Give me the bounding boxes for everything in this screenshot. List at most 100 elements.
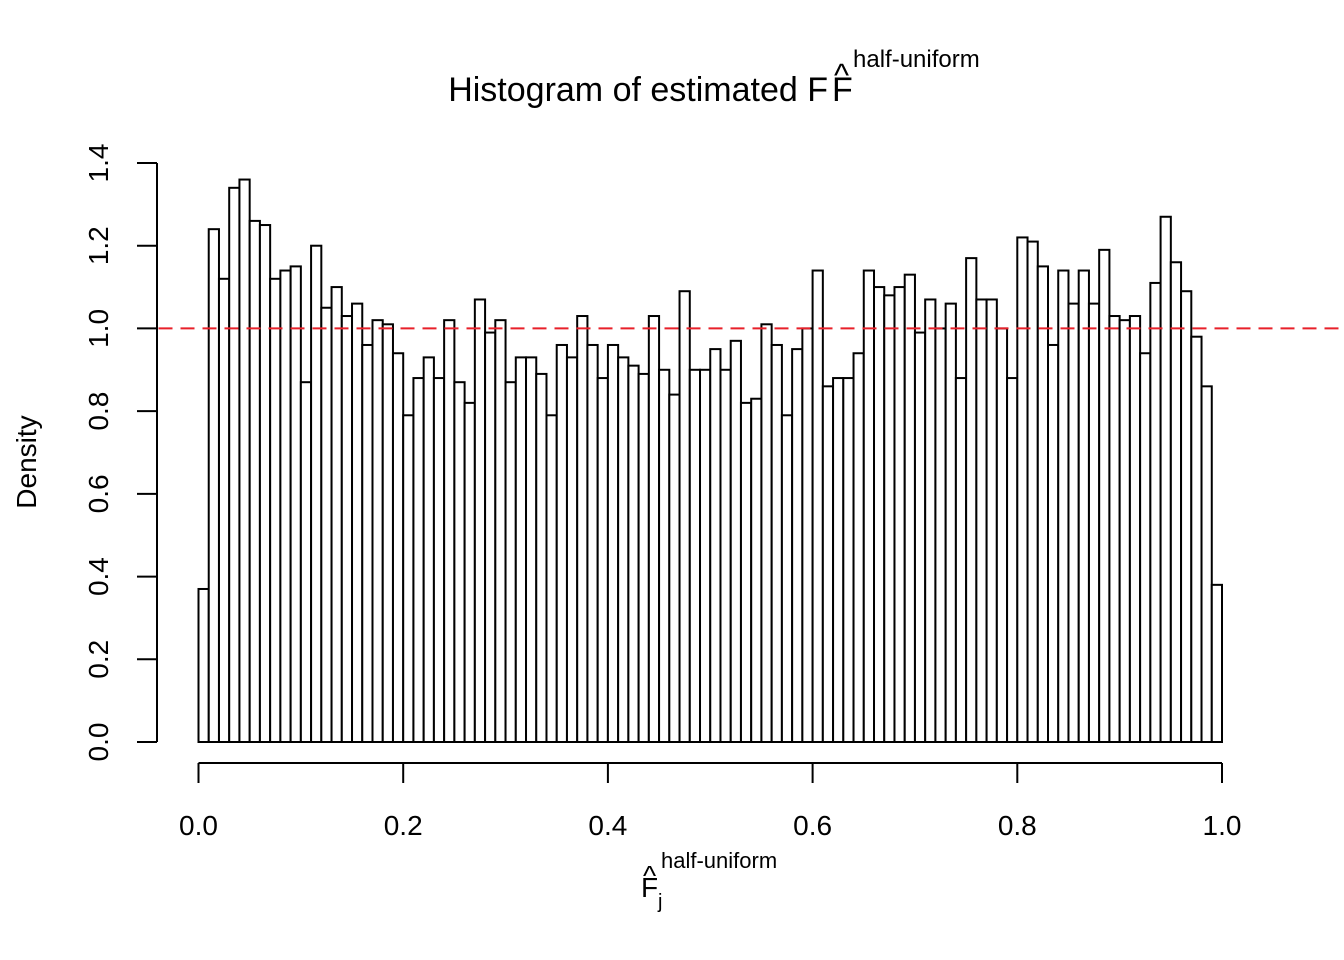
histogram-bar [965,257,978,743]
y-tick-label: 0.6 [83,474,114,513]
histogram-bar [647,315,661,743]
histogram-bar [985,298,998,743]
histogram-bar [1098,248,1111,743]
histogram-bar [197,587,210,743]
histogram-bar [1108,315,1121,743]
histogram-bar [1057,269,1070,743]
histogram-bar [606,343,620,743]
histogram-bar [299,381,313,743]
histogram-bar [330,286,343,743]
y-tick-label: 1.0 [83,309,114,348]
histogram-bar [893,286,906,743]
histogram-bar [381,323,394,743]
histogram-bar [873,286,886,743]
histogram-bar [1118,319,1131,743]
chart-title-text: Histogram of estimated F [448,71,828,109]
histogram-bar [699,368,712,743]
histogram-bar [586,343,599,743]
histogram-bar [310,244,323,743]
histogram-bar [913,331,927,743]
histogram-bar [709,348,722,743]
histogram-bar [637,372,650,743]
histogram-bar [791,348,804,743]
histogram-bar [760,323,773,743]
histogram-bar [504,381,517,743]
histogram-bar [340,315,354,743]
histogram-bar [576,315,589,743]
chart-title-hat: ^ [834,57,849,93]
histogram-bar [565,356,579,743]
x-tick-label: 0.4 [588,810,627,841]
histogram-bar [1016,236,1029,743]
x-axis: 0.0 0.2 0.4 0.6 0.8 1.0 [179,762,1242,841]
histogram-bar [739,401,753,743]
x-tick-label: 0.6 [793,810,832,841]
histogram-bar [1210,583,1224,743]
histogram-bar [351,302,364,743]
histogram-bars [197,178,1224,744]
histogram-bar [750,397,763,743]
histogram-bar [371,319,384,743]
histogram-bar [484,331,497,743]
x-axis-label-hat: ^ [643,860,656,891]
histogram-bar [1036,265,1050,743]
y-axis: 0.0 0.2 0.4 0.6 0.8 1.0 1.2 1.4 [83,144,158,761]
histogram-bar [1077,269,1090,743]
histogram-bar [391,352,405,743]
chart-title-symbol: F [832,71,853,109]
histogram-bar [1190,335,1203,743]
y-tick-label: 1.2 [83,226,114,265]
histogram-bar [1128,315,1142,743]
histogram-bar [944,302,957,743]
histogram-bar [432,377,446,743]
histogram-bar [443,319,456,743]
histogram-bar [780,414,794,743]
x-tick-label: 1.0 [1203,810,1242,841]
histogram-bar [279,269,292,743]
histogram-bar [238,178,251,744]
histogram-bar [883,294,896,743]
x-tick-label: 0.8 [998,810,1037,841]
histogram-bar [228,186,241,744]
histogram-bar [269,277,282,743]
histogram-bar [412,377,425,743]
histogram-bar [658,368,671,743]
y-tick-label: 0.8 [83,392,114,431]
y-tick-label: 1.4 [83,144,114,183]
histogram-bar [770,343,783,743]
histogram-bar [1139,352,1152,743]
y-tick-label: 0.4 [83,557,114,596]
histogram-bar [514,356,528,743]
histogram-bar [545,414,558,743]
histogram-bar [688,368,702,743]
histogram-bar [422,356,435,743]
chart-title: Histogram of estimated F F ^ half-unifor… [448,46,980,109]
histogram-bar [289,265,302,743]
histogram-bar [402,414,415,743]
chart-title-superscript: half-uniform [853,46,980,73]
histogram-bar [975,298,988,743]
histogram-bar [596,377,609,743]
x-tick-label: 0.0 [179,810,218,841]
histogram-bar [525,356,538,743]
histogram-bar [719,368,732,743]
histogram-bar [1180,290,1193,743]
histogram-bar [248,219,261,743]
x-tick-label: 0.2 [384,810,423,841]
histogram-bar [1026,240,1039,743]
y-tick-label: 0.2 [83,640,114,679]
histogram-bar [903,273,916,743]
histogram-bar [852,352,865,743]
histogram-bar [617,356,630,743]
histogram-bar [1200,385,1213,743]
histogram-bar [924,298,937,743]
histogram-bar [821,385,835,743]
histogram-bar [1047,343,1060,743]
x-axis-label-superscript: half-uniform [661,848,777,873]
histogram-bar [995,327,1009,743]
histogram-bar [217,277,231,743]
histogram-bar [954,377,968,743]
histogram-bar [729,339,742,743]
histogram-bar [1169,261,1183,743]
